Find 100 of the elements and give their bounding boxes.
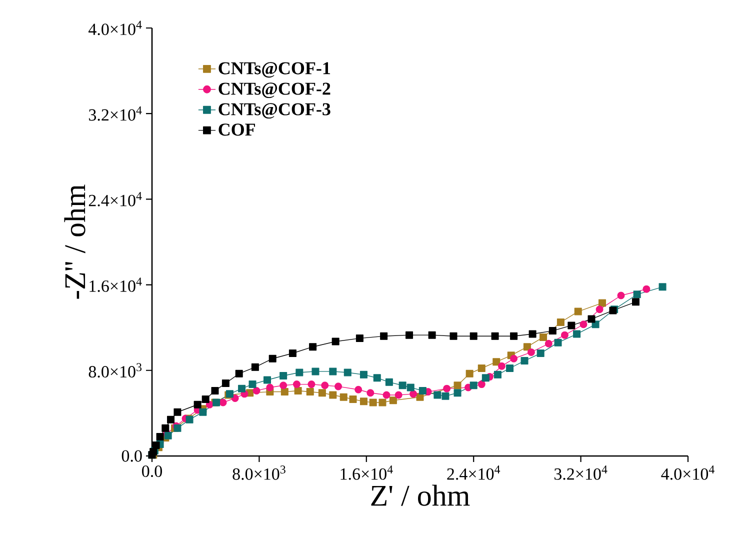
point <box>321 382 329 390</box>
point <box>318 389 326 397</box>
point <box>248 380 256 388</box>
point <box>536 350 544 358</box>
point <box>280 388 288 396</box>
point <box>574 308 582 316</box>
y-axis-title: -Z'' / ohm <box>64 184 86 299</box>
point <box>235 370 243 378</box>
point <box>366 389 374 397</box>
x-tick-label: 8.0×10$^{3}$ <box>232 466 286 480</box>
point <box>334 382 342 390</box>
point <box>332 338 340 346</box>
point <box>506 364 514 372</box>
y-tick-label: 1.6×10$^{4}$ <box>90 278 142 292</box>
point <box>378 398 386 406</box>
legend-label: CNTs@COF-1 <box>218 62 330 78</box>
point <box>360 398 368 406</box>
point <box>222 379 230 387</box>
point <box>406 331 414 339</box>
point <box>398 382 406 390</box>
point <box>152 442 160 450</box>
x-axis-title: Z' / ohm <box>371 484 470 506</box>
point <box>573 330 581 338</box>
point <box>520 357 528 365</box>
point <box>292 380 300 388</box>
point <box>280 372 288 380</box>
x-tick-label: 1.6×10$^{4}$ <box>340 466 393 480</box>
point <box>434 391 442 399</box>
point <box>568 322 576 330</box>
x-tick-label: 4.0×10$^{4}$ <box>661 466 714 480</box>
point <box>523 343 531 351</box>
point <box>560 331 568 339</box>
point <box>443 384 451 392</box>
point <box>373 374 381 382</box>
point <box>306 388 314 396</box>
point <box>329 391 337 399</box>
point <box>527 348 535 356</box>
y-tick-label: 4.0×10$^{4}$ <box>88 20 142 36</box>
legend-label: COF <box>218 124 255 136</box>
point <box>658 283 666 291</box>
point <box>349 396 357 404</box>
point <box>544 340 552 348</box>
point <box>410 390 418 398</box>
x-tick-label: 0.0 <box>142 466 162 478</box>
point <box>156 432 164 440</box>
point <box>211 386 219 394</box>
point <box>251 363 259 371</box>
point <box>252 386 260 394</box>
point <box>494 370 502 378</box>
point <box>478 380 486 388</box>
point <box>418 386 426 394</box>
point <box>263 376 271 384</box>
point <box>482 374 490 382</box>
point <box>389 396 397 404</box>
point <box>428 331 436 339</box>
y-tick-label: 2.4×10$^{4}$ <box>88 192 142 206</box>
point <box>492 358 500 366</box>
point <box>580 320 588 328</box>
point <box>466 370 474 378</box>
point <box>470 382 478 390</box>
point <box>470 332 478 340</box>
point <box>199 408 207 416</box>
point <box>556 318 564 326</box>
y-tick-label: 3.2×10$^{4}$ <box>89 106 142 121</box>
y-tick-label: 8.0×10$^{3}$ <box>88 363 142 378</box>
point <box>219 398 227 406</box>
point <box>231 394 239 402</box>
point <box>356 334 364 342</box>
point <box>498 362 506 370</box>
point <box>340 393 348 401</box>
point <box>288 350 296 358</box>
point <box>380 332 388 340</box>
point <box>329 368 337 376</box>
point <box>162 424 170 432</box>
point <box>309 343 317 351</box>
point <box>491 332 499 340</box>
x-tick-label: 3.2×10$^{4}$ <box>554 466 608 480</box>
point <box>454 389 462 397</box>
point <box>382 391 390 399</box>
point <box>344 368 352 376</box>
point <box>406 384 414 392</box>
point <box>280 382 288 390</box>
point <box>202 396 210 404</box>
point <box>360 370 368 378</box>
point <box>642 285 650 293</box>
point <box>454 382 462 390</box>
point <box>450 332 458 340</box>
point <box>478 364 486 372</box>
point <box>369 398 377 406</box>
point <box>442 392 450 400</box>
y-tick-label: 0.0 <box>122 450 142 462</box>
point <box>385 378 393 386</box>
point <box>598 299 606 307</box>
point <box>174 408 182 416</box>
point <box>266 384 274 392</box>
point <box>510 332 518 340</box>
point <box>308 380 316 388</box>
point <box>394 391 402 399</box>
legend-label: CNTs@COF-3 <box>218 103 330 119</box>
point <box>632 298 640 306</box>
